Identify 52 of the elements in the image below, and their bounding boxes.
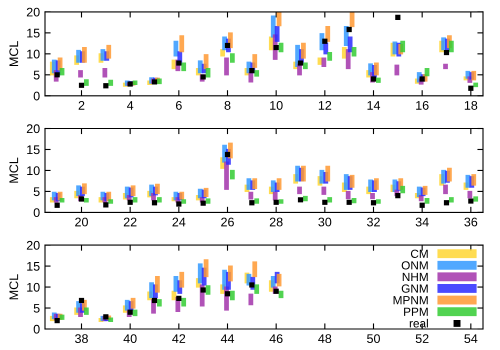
legend-label: MPNM: [394, 296, 428, 304]
legend-label: real: [410, 318, 428, 328]
y-tick-label: 15: [27, 28, 40, 38]
y-tick-label: 0: [34, 92, 40, 100]
legend-label: GNM: [402, 284, 428, 293]
y-axis-title: MCL: [9, 274, 18, 300]
y-tick-label: 20: [26, 8, 40, 17]
x-tick-label: 38: [75, 334, 88, 344]
x-tick-label: 26: [221, 218, 234, 226]
y-tick-label: 0: [34, 324, 40, 334]
y-tick-label: 5: [34, 304, 40, 313]
y-tick-label: 5: [34, 70, 40, 80]
x-tick-label: 28: [270, 218, 283, 226]
x-tick-label: 12: [318, 100, 332, 110]
y-tick-label: 10: [27, 166, 40, 176]
x-tick-label: 8: [224, 100, 230, 110]
x-tick-label: 42: [172, 334, 186, 343]
y-tick-label: 10: [27, 282, 40, 292]
x-tick-label: 50: [367, 334, 380, 344]
x-tick-label: 40: [124, 334, 137, 344]
x-tick-label: 32: [367, 218, 380, 226]
legend-label: PPM: [404, 308, 428, 316]
legend-label: CM: [410, 250, 428, 258]
x-tick-label: 30: [318, 218, 332, 226]
x-tick-label: 2: [78, 100, 84, 110]
y-tick-label: 5: [34, 187, 40, 196]
x-tick-label: 44: [220, 334, 234, 343]
x-tick-label: 6: [176, 100, 182, 110]
x-tick-label: 4: [126, 101, 134, 110]
x-tick-label: 20: [75, 218, 88, 226]
x-tick-label: 24: [172, 218, 186, 226]
x-tick-label: 14: [368, 101, 380, 110]
legend-label: ONM: [402, 261, 428, 270]
y-tick-label: 0: [34, 208, 40, 218]
x-tick-label: 52: [416, 334, 428, 344]
y-axis-title: MCL: [9, 41, 18, 66]
legend-label: NHM: [402, 272, 428, 282]
x-tick-label: 34: [416, 218, 429, 226]
y-tick-label: 15: [27, 262, 40, 271]
x-tick-label: 54: [464, 334, 478, 344]
x-tick-label: 48: [318, 334, 332, 344]
x-tick-label: 10: [270, 100, 283, 110]
x-tick-label: 18: [464, 100, 478, 110]
y-tick-label: 15: [27, 145, 40, 154]
y-tick-label: 10: [27, 50, 40, 58]
y-tick-label: 20: [26, 124, 40, 134]
x-tick-label: 46: [270, 334, 283, 344]
x-tick-label: 22: [124, 218, 136, 226]
y-tick-label: 20: [26, 240, 40, 250]
y-axis-title: MCL: [9, 158, 18, 183]
x-tick-label: 16: [416, 100, 429, 110]
x-tick-label: 36: [464, 218, 478, 226]
